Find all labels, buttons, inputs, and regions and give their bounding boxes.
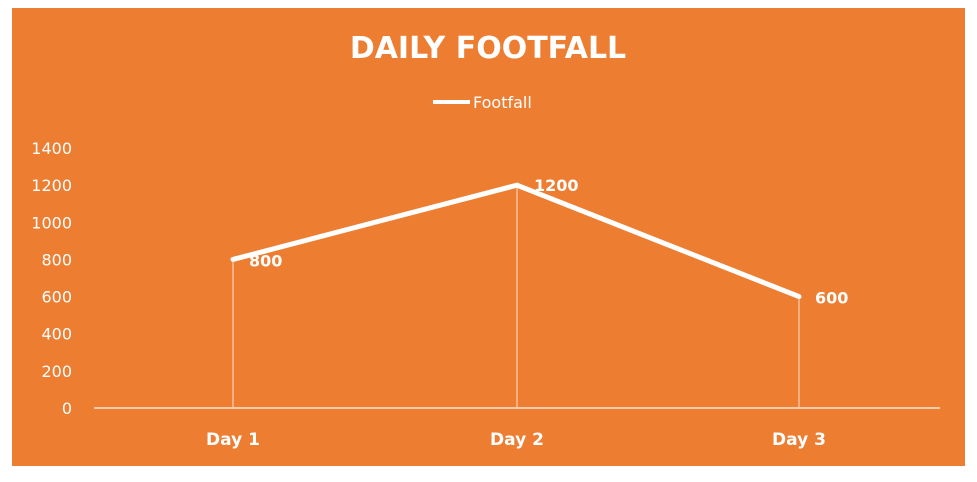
y-tick-label: 600 xyxy=(41,288,72,307)
y-tick-label: 800 xyxy=(41,250,72,269)
chart-title: DAILY FOOTFALL xyxy=(350,31,626,66)
y-tick-label: 1000 xyxy=(31,213,72,232)
data-label: 800 xyxy=(249,251,282,270)
series-segment xyxy=(514,182,802,300)
data-label: 1200 xyxy=(534,176,579,195)
chart-area: DAILY FOOTFALL Footfall 0 200 400 600 800 100… xyxy=(12,8,965,466)
y-axis-ticks: 0 200 400 600 800 1000 1200 1400 xyxy=(31,139,72,418)
y-tick-label: 1400 xyxy=(31,139,72,158)
y-tick-label: 200 xyxy=(41,362,72,381)
y-tick-label: 400 xyxy=(41,325,72,344)
x-tick-label: Day 2 xyxy=(490,430,544,450)
legend: Footfall xyxy=(433,93,532,112)
drop-lines xyxy=(232,185,800,408)
series-line-footfall xyxy=(230,182,802,300)
y-tick-label: 1200 xyxy=(31,176,72,195)
x-tick-label: Day 3 xyxy=(772,430,826,450)
x-axis-ticks: Day 1 Day 2 Day 3 xyxy=(206,430,826,450)
series-segment xyxy=(230,182,520,262)
x-tick-label: Day 1 xyxy=(206,430,260,450)
line-chart: DAILY FOOTFALL Footfall 0 200 400 600 800 100… xyxy=(31,31,940,450)
legend-label-footfall: Footfall xyxy=(473,93,532,112)
y-tick-label: 0 xyxy=(62,399,72,418)
data-label: 600 xyxy=(815,289,848,308)
data-labels: 800 1200 600 xyxy=(249,176,848,307)
